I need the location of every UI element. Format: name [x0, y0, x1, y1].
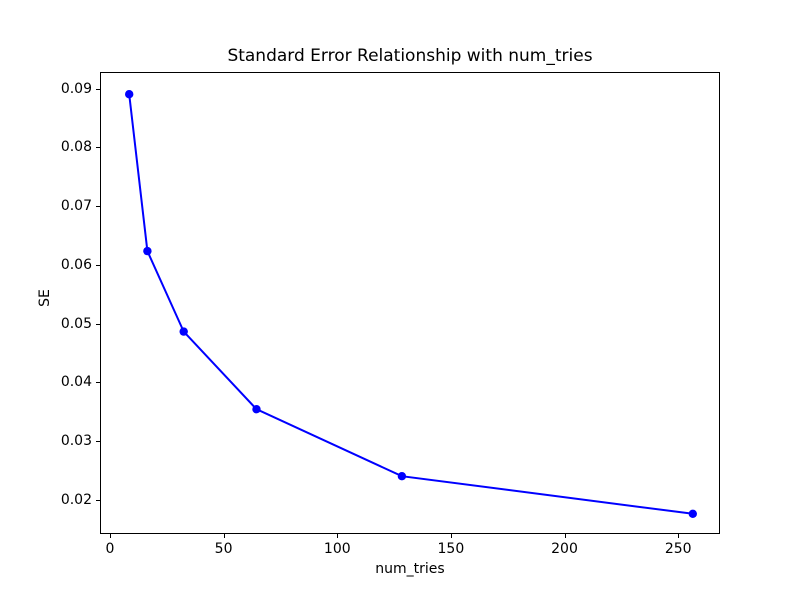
y-tick-mark	[96, 499, 100, 501]
data-point-marker	[125, 90, 134, 99]
data-point-marker	[143, 246, 152, 256]
x-tick-mark	[564, 534, 566, 538]
y-tick-mark	[96, 147, 100, 149]
x-tick-label: 250	[664, 541, 692, 557]
y-tick-label: 0.05	[60, 315, 92, 332]
x-tick-mark	[337, 534, 339, 538]
x-tick-mark	[110, 534, 111, 538]
y-tick-mark	[96, 441, 100, 443]
y-tick-label: 0.09	[60, 80, 92, 97]
y-tick-label: 0.02	[60, 491, 92, 508]
data-point-marker	[688, 509, 697, 518]
series-line	[128, 94, 693, 515]
y-tick-mark	[96, 323, 100, 325]
y-tick-label: 0.07	[60, 198, 92, 214]
x-tick-label: 100	[323, 541, 351, 557]
x-tick-mark	[450, 534, 452, 538]
y-tick-mark	[96, 206, 100, 207]
x-axis-label: num_tries	[375, 561, 445, 577]
data-point-marker	[179, 327, 188, 336]
plot-area	[100, 72, 720, 534]
y-tick-label: 0.08	[60, 139, 92, 156]
chart-title: Standard Error Relationship with num_tri…	[227, 46, 593, 66]
x-tick-label: 150	[437, 541, 465, 557]
x-tick-mark	[223, 534, 225, 538]
data-point-marker	[397, 472, 407, 481]
y-tick-label: 0.04	[60, 374, 92, 391]
x-tick-label: 50	[214, 541, 233, 557]
x-tick-mark	[678, 534, 680, 538]
y-tick-mark	[96, 88, 100, 90]
data-point-marker	[252, 405, 261, 414]
y-axis-label: SE	[37, 289, 53, 307]
y-tick-label: 0.06	[60, 256, 92, 273]
line-series-svg	[125, 90, 697, 518]
y-tick-mark	[96, 382, 100, 384]
y-tick-mark	[96, 264, 100, 266]
y-tick-label: 0.03	[60, 433, 92, 450]
x-tick-label: 0	[105, 541, 115, 557]
x-tick-label: 200	[551, 541, 578, 557]
